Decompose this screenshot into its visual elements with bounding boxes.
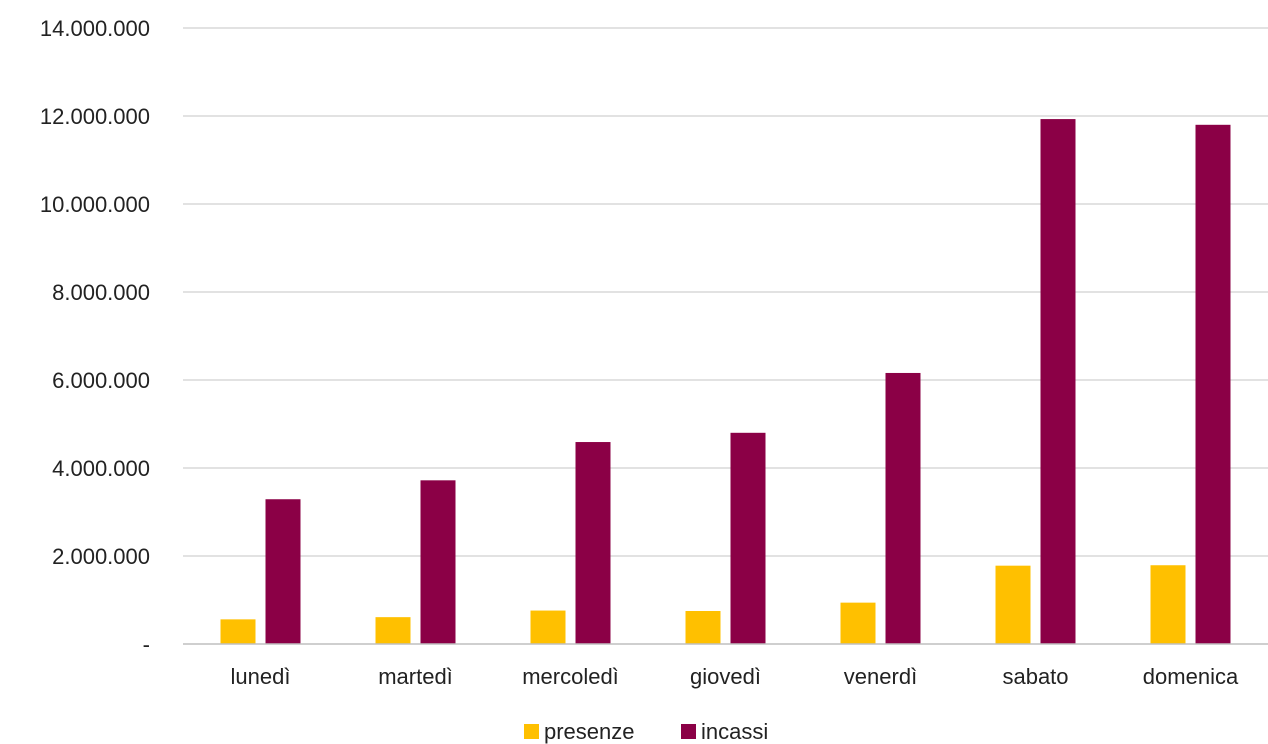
gridlines — [183, 27, 1268, 557]
y-tick-label: - — [143, 632, 150, 657]
bar-presenze-1 — [375, 617, 411, 644]
bar-presenze-3 — [685, 611, 721, 644]
y-tick-label: 6.000.000 — [52, 368, 150, 393]
legend: presenze incassi — [524, 719, 768, 744]
bar-incassi-2 — [575, 442, 611, 644]
x-tick-label: lunedì — [231, 664, 291, 689]
legend-label-incassi: incassi — [701, 719, 768, 744]
legend-swatch-incassi — [681, 724, 696, 739]
legend-label-presenze: presenze — [544, 719, 635, 744]
y-tick-label: 4.000.000 — [52, 456, 150, 481]
x-tick-label: martedì — [378, 664, 453, 689]
bar-incassi-6 — [1195, 124, 1231, 645]
y-tick-label: 2.000.000 — [52, 544, 150, 569]
bar-presenze-2 — [530, 610, 566, 644]
bar-presenze-5 — [995, 565, 1031, 644]
y-tick-label: 12.000.000 — [40, 104, 150, 129]
bar-incassi-3 — [730, 432, 766, 644]
x-tick-label: sabato — [1002, 664, 1068, 689]
bar-presenze-6 — [1150, 565, 1186, 644]
bar-incassi-1 — [420, 480, 456, 644]
y-tick-label: 8.000.000 — [52, 280, 150, 305]
y-tick-label: 14.000.000 — [40, 16, 150, 41]
bar-presenze-0 — [220, 619, 256, 644]
x-tick-label: giovedì — [690, 664, 761, 689]
bar-incassi-5 — [1040, 119, 1076, 644]
bar-presenze-4 — [840, 602, 876, 644]
legend-swatch-presenze — [524, 724, 539, 739]
x-axis-category-labels: lunedì martedì mercoledì giovedì venerdì saba… — [231, 664, 1239, 689]
x-tick-label: venerdì — [844, 664, 917, 689]
y-axis-tick-labels: - 2.000.000 4.000.000 6.000.000 8.000.000 10.… — [40, 16, 150, 657]
bar-incassi-0 — [265, 499, 301, 644]
x-tick-label: mercoledì — [522, 664, 619, 689]
bars — [220, 119, 1231, 645]
y-tick-label: 10.000.000 — [40, 192, 150, 217]
x-tick-label: domenica — [1143, 664, 1239, 689]
bar-incassi-4 — [885, 372, 921, 644]
